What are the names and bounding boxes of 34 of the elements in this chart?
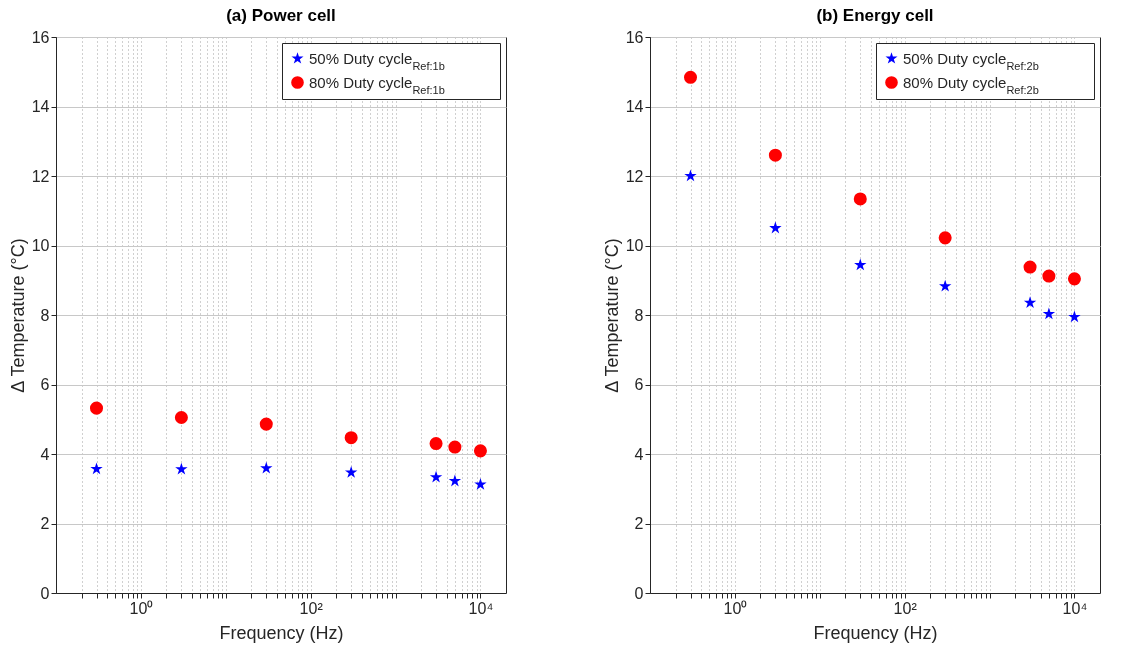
- y-tick-label: 0: [634, 584, 644, 602]
- x-tick-label: 10²: [893, 599, 918, 617]
- x-tick-label: 10²: [299, 599, 324, 617]
- x-axis-title: Frequency (Hz): [813, 622, 938, 643]
- y-tick-label: 12: [31, 167, 50, 185]
- y-tick-label: 8: [634, 306, 644, 324]
- y-tick-label: 8: [40, 306, 50, 324]
- x-tick-label: 10⁰: [723, 599, 748, 617]
- chart-title: (a) Power cell: [226, 6, 336, 25]
- y-tick-label: 12: [625, 167, 644, 185]
- chart-title: (b) Energy cell: [816, 6, 934, 25]
- y-tick-label: 4: [40, 445, 50, 463]
- y-axis-title: Δ Temperature (°C): [7, 238, 28, 393]
- y-axis-title: Δ Temperature (°C): [601, 238, 622, 393]
- y-tick-label: 16: [625, 28, 644, 46]
- legend-label: 50% Duty cycle$_{Ref:1b}$: [309, 49, 445, 72]
- y-tick-label: 2: [40, 515, 50, 532]
- y-tick-label: 6: [40, 376, 50, 393]
- x-axis-title: Frequency (Hz): [219, 622, 344, 643]
- y-tick-label: 16: [31, 28, 50, 46]
- y-tick-label: 4: [634, 445, 644, 463]
- x-tick-label: 10⁴: [1062, 599, 1088, 617]
- legend-label: 80% Duty cycle$_{Ref:1b}$: [309, 73, 445, 96]
- legend-label: 80% Duty cycle$_{Ref:2b}$: [903, 73, 1039, 96]
- y-tick-label: 14: [31, 98, 50, 115]
- y-tick-label: 2: [634, 515, 644, 532]
- x-tick-label: 10⁴: [468, 599, 494, 617]
- x-tick-label: 10⁰: [129, 599, 154, 617]
- legend-label: 50% Duty cycle$_{Ref:2b}$: [903, 49, 1039, 72]
- y-tick-label: 6: [634, 376, 644, 393]
- y-tick-label: 10: [31, 237, 50, 254]
- y-tick-label: 0: [40, 584, 50, 602]
- y-tick-label: 10: [625, 237, 644, 254]
- y-tick-label: 14: [625, 98, 644, 115]
